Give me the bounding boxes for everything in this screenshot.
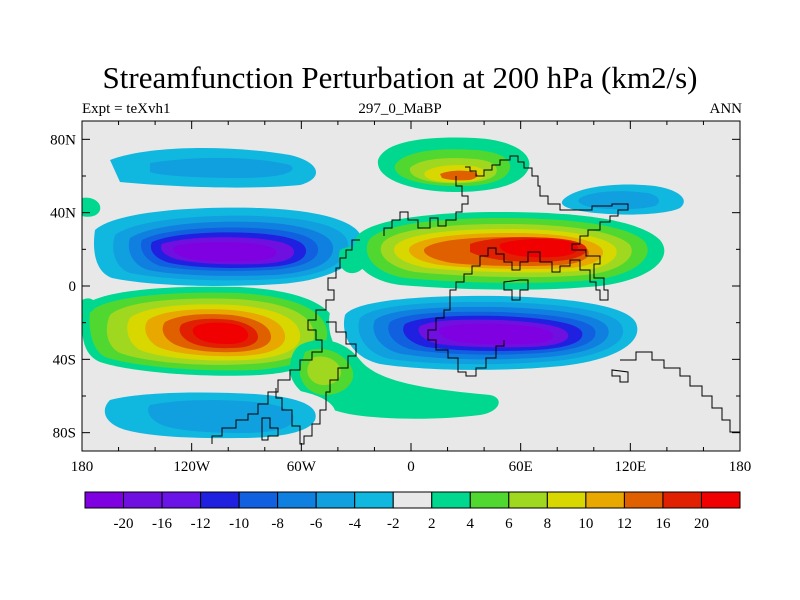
colorbar-swatch bbox=[585, 491, 625, 509]
colorbar-label: -12 bbox=[191, 516, 211, 532]
colorbar-label: 4 bbox=[467, 516, 475, 532]
contour-asia-pos-h bbox=[499, 239, 579, 258]
x-tick-label: 120W bbox=[173, 459, 211, 475]
contour-mid-green-b bbox=[82, 298, 96, 313]
colorbar-label: -6 bbox=[310, 516, 323, 532]
colorbar-label: 20 bbox=[694, 516, 709, 532]
colorbar-label: -20 bbox=[114, 516, 134, 532]
colorbar-label: -10 bbox=[229, 516, 249, 532]
colorbar-swatch bbox=[662, 491, 702, 509]
colorbar-swatch bbox=[123, 491, 163, 509]
y-tick-label: 80S bbox=[53, 426, 76, 442]
coastline-americas bbox=[211, 239, 360, 444]
x-tick-label: 60W bbox=[287, 459, 317, 475]
y-tick-label: 0 bbox=[69, 279, 77, 295]
colorbar-swatch bbox=[546, 491, 587, 509]
coastline-south-america-tip bbox=[261, 417, 279, 441]
x-tick-label: 180 bbox=[71, 459, 94, 475]
coastline-south-america-east bbox=[275, 321, 357, 445]
chart-title: Streamfunction Perturbation at 200 hPa (… bbox=[102, 60, 698, 95]
colorbar-swatch bbox=[315, 491, 356, 509]
coastline-europe-africa bbox=[427, 155, 629, 377]
colorbar-label: -2 bbox=[387, 516, 400, 532]
colorbar-label: -4 bbox=[348, 516, 361, 532]
coastlines bbox=[211, 155, 740, 445]
contour-np-polar-band-c bbox=[150, 157, 293, 178]
contour-sa-pos-c bbox=[307, 356, 341, 386]
contour-w-edge-neg-eq bbox=[82, 260, 98, 281]
contour-mid-green-a bbox=[338, 246, 366, 274]
colorbar-swatch bbox=[84, 491, 125, 509]
y-tick-label: 80N bbox=[50, 132, 76, 148]
coastline-arabia bbox=[503, 279, 529, 301]
x-tick-label: 180 bbox=[729, 459, 752, 475]
coastline-australia-south bbox=[611, 369, 629, 383]
colorbar-label: 10 bbox=[578, 516, 593, 532]
colorbar-label: 12 bbox=[617, 516, 632, 532]
x-tick-label: 120E bbox=[614, 459, 646, 475]
colorbar-label: 6 bbox=[505, 516, 513, 532]
colorbar-swatch bbox=[508, 491, 548, 509]
colorbar-label: 2 bbox=[428, 516, 436, 532]
contour-so-neg-se bbox=[530, 380, 704, 418]
colorbar-swatch bbox=[354, 491, 394, 509]
contour-sp-pos-h bbox=[192, 322, 249, 344]
y-tick-label: 40S bbox=[53, 352, 76, 368]
experiment-label: Expt = teXvh1 bbox=[82, 101, 171, 117]
colorbar-swatch bbox=[200, 491, 240, 509]
colorbar-swatch bbox=[161, 491, 202, 509]
colorbar-label: 8 bbox=[544, 516, 552, 532]
colorbar-label: -16 bbox=[152, 516, 172, 532]
colorbar-swatch bbox=[623, 491, 664, 509]
colorbar: -20 -16 -12 -10 -8 -6 -4 -2 2 4 6 8 10 12 16 20 bbox=[84, 491, 741, 532]
season-label: ANN bbox=[709, 101, 743, 117]
axes: 180 120W 60W 0 60E 120E 180 80N 40N 0 40S 80S bbox=[50, 121, 751, 475]
coastline-australia bbox=[620, 351, 740, 433]
x-tick-label: 0 bbox=[407, 459, 415, 475]
colorbar-swatch bbox=[469, 491, 510, 509]
colorbar-swatch bbox=[431, 491, 471, 509]
y-tick-label: 40N bbox=[50, 206, 76, 222]
coastline-asia-north bbox=[383, 176, 469, 236]
colorbar-swatch bbox=[238, 491, 279, 509]
contour-atl-edge-green bbox=[82, 197, 101, 217]
run-label: 297_0_MaBP bbox=[358, 101, 442, 117]
contour-europe-pos-e bbox=[440, 170, 478, 181]
colorbar-label: 16 bbox=[655, 516, 671, 532]
x-tick-label: 60E bbox=[509, 459, 533, 475]
colorbar-swatch bbox=[392, 491, 433, 509]
contour-np-neg-h bbox=[173, 242, 277, 262]
contour-io-neg-h bbox=[438, 323, 554, 345]
contour-so-neg-c bbox=[148, 400, 294, 433]
contour-ne-pacific-neg-c bbox=[578, 191, 660, 210]
colorbar-label: -8 bbox=[271, 516, 284, 532]
contour-e-pac-neg-eq bbox=[695, 250, 740, 288]
colorbar-swatch bbox=[700, 491, 741, 509]
contour-fields bbox=[82, 129, 740, 447]
colorbar-swatch bbox=[277, 491, 317, 509]
